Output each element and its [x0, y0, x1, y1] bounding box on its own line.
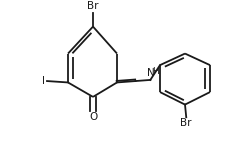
Text: O: O [89, 112, 97, 122]
Text: Br: Br [181, 118, 192, 128]
Text: N: N [147, 68, 154, 78]
Text: H: H [152, 67, 159, 76]
Text: I: I [42, 76, 45, 86]
Text: Br: Br [87, 1, 99, 11]
